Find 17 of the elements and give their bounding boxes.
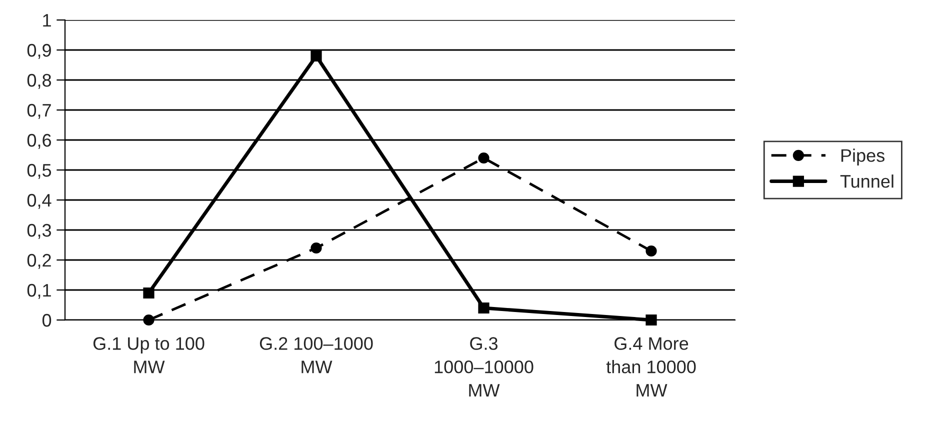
y-tick-label: 0 xyxy=(42,314,52,327)
y-tick-label: 0,7 xyxy=(27,104,51,119)
legend-label: Pipes xyxy=(841,148,884,166)
y-tick-label: 0,5 xyxy=(27,164,52,179)
y-tick-label: 0,3 xyxy=(27,224,52,239)
legend-label: Tunnel xyxy=(840,174,894,188)
y-tick-label: 0,1 xyxy=(27,284,51,299)
x-tick-label: G.1 Up to 100 MW xyxy=(93,337,204,374)
x-tick-label: G.3 1000–10000 MW xyxy=(434,337,534,396)
y-tick-label: 0,9 xyxy=(27,44,51,59)
y-tick-label: 0,6 xyxy=(27,134,52,149)
x-tick-label: G.2 100–1000 MW xyxy=(260,337,373,374)
x-tick-label: G.4 More than 10000 MW xyxy=(606,337,696,396)
y-tick-label: 0,2 xyxy=(27,254,51,269)
y-tick-label: 1 xyxy=(43,14,51,27)
y-tick-label: 0,8 xyxy=(27,74,52,89)
y-tick-label: 0,4 xyxy=(27,194,52,209)
